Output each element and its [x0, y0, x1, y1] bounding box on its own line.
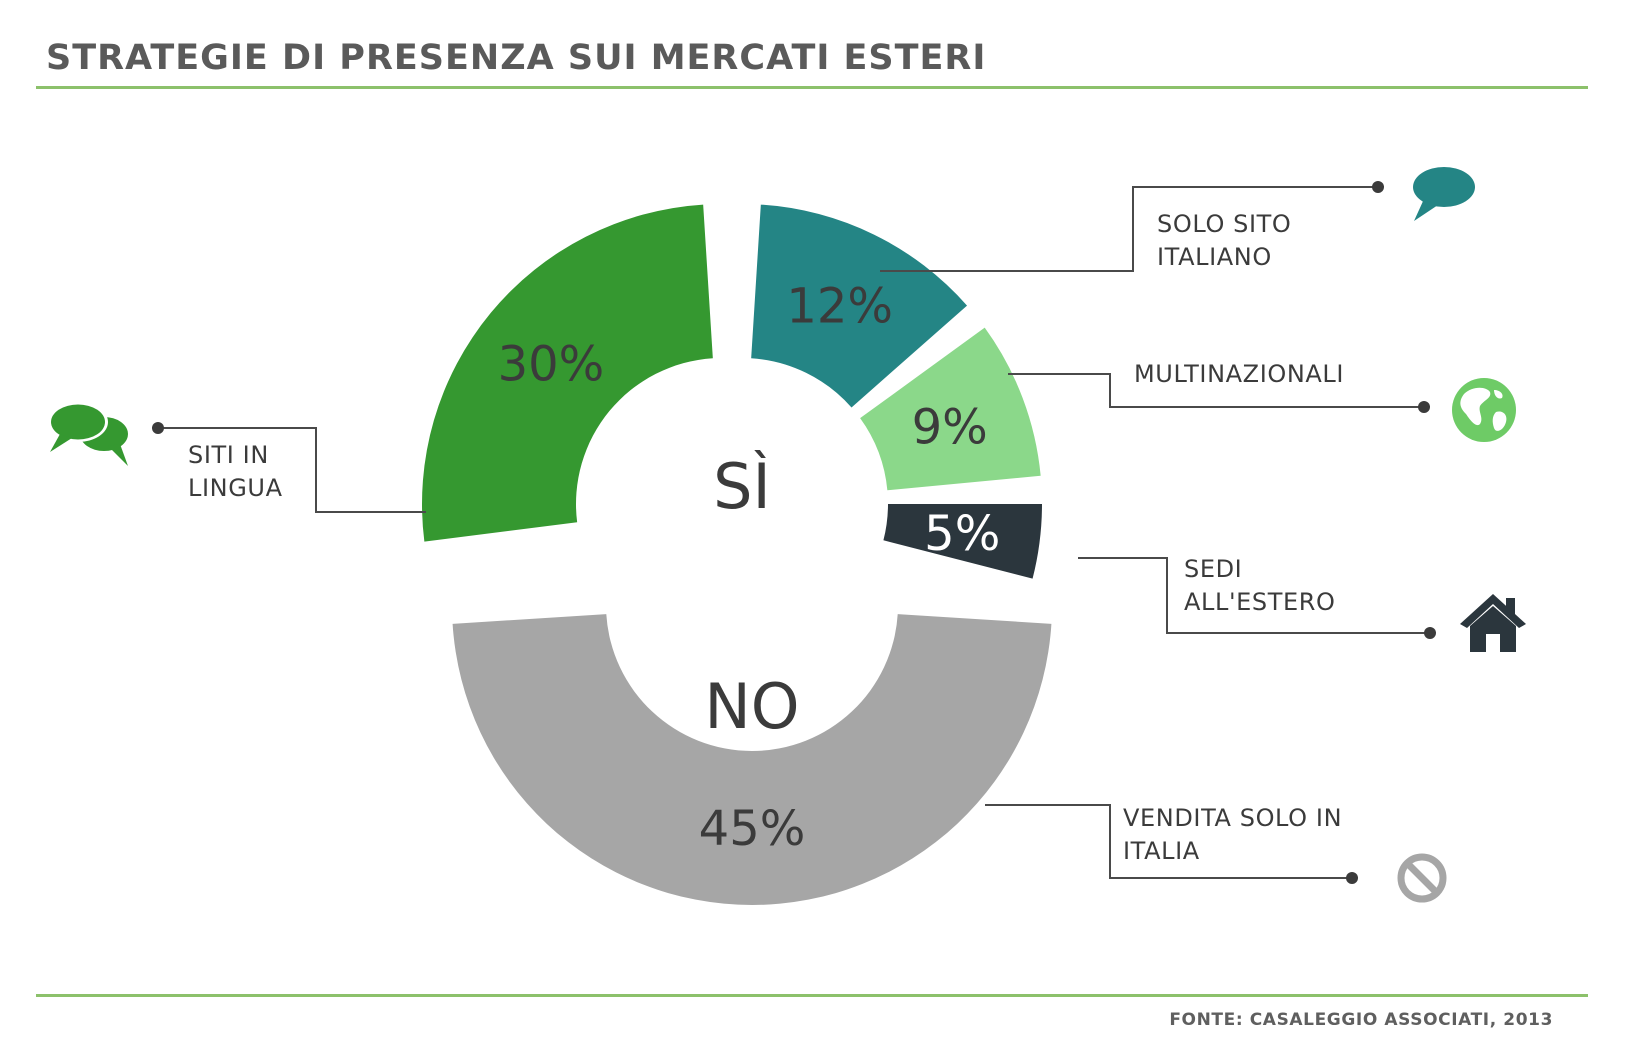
label-siti-in-lingua: SITI IN LINGUA — [188, 439, 283, 505]
bottom-rule — [36, 994, 1588, 997]
value-label: 9% — [912, 400, 988, 456]
house-icon — [1460, 594, 1526, 652]
slice-9-pct — [860, 327, 1041, 491]
value-label: 45% — [699, 801, 806, 857]
value-label: 12% — [786, 279, 893, 335]
no-entry-icon — [1397, 853, 1447, 903]
label-line: ITALIA — [1123, 837, 1200, 865]
connector-dot — [1424, 627, 1436, 639]
value-label: 30% — [498, 336, 605, 392]
label-solo-sito-italiano: SOLO SITO ITALIANO — [1157, 208, 1291, 274]
connector-line — [880, 186, 1378, 272]
source-note: FONTE: CASALEGGIO ASSOCIATI, 2013 — [1169, 1010, 1553, 1030]
group-label-no: NO — [704, 670, 799, 743]
speech-bubble-icon — [1413, 167, 1475, 221]
label-line: SEDI — [1184, 555, 1243, 583]
slice-12-pct — [751, 204, 968, 408]
label-sedi-all-estero: SEDI ALL'ESTERO — [1184, 553, 1336, 619]
connector-line — [158, 427, 426, 513]
label-line: ALL'ESTERO — [1184, 588, 1336, 616]
connector-line — [1078, 557, 1430, 634]
label-line: MULTINAZIONALI — [1134, 360, 1345, 388]
speech-bubbles-icon — [48, 402, 128, 466]
label-line: VENDITA SOLO IN — [1123, 804, 1343, 832]
value-label: 5% — [924, 506, 1000, 562]
label-vendita-solo-in-italia: VENDITA SOLO IN ITALIA — [1123, 802, 1342, 868]
connector-line — [1008, 373, 1424, 408]
group-label-si: SÌ — [713, 450, 771, 523]
label-multinazionali: MULTINAZIONALI — [1134, 358, 1344, 391]
connector-dot — [1418, 401, 1430, 413]
slice-30-pct — [422, 204, 713, 542]
label-line: SOLO SITO — [1157, 210, 1292, 238]
slices-layer — [422, 204, 1052, 905]
connector-dot — [1346, 872, 1358, 884]
chart-title: STRATEGIE DI PRESENZA SUI MERCATI ESTERI — [46, 38, 987, 78]
connector-line — [985, 804, 1352, 879]
slice-45-pct — [452, 614, 1052, 905]
connectors-layer — [152, 181, 1436, 884]
globe-icon — [1452, 378, 1516, 442]
label-line: SITI IN — [188, 441, 269, 469]
label-line: ITALIANO — [1157, 243, 1272, 271]
connector-dot — [1372, 181, 1384, 193]
label-line: LINGUA — [188, 474, 283, 502]
slice-5-pct — [883, 504, 1042, 579]
top-rule — [36, 86, 1588, 89]
value-labels-layer: 30% 12% 9% 5% 45% — [498, 279, 1001, 857]
connector-dot — [152, 422, 164, 434]
